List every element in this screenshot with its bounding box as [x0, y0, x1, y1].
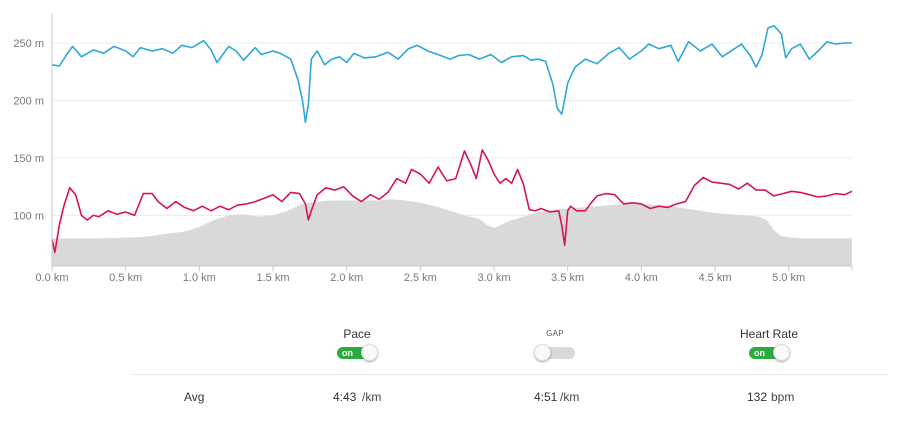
avg-label: Avg: [184, 390, 205, 404]
avg-row: Avg 4:43 /km 4:51 /km 132 bpm: [0, 388, 917, 406]
series-line-0: [51, 24, 852, 124]
heart-rate-control: Heart Rate on: [699, 325, 839, 366]
x-tick-label-9: 4.5 km: [698, 272, 731, 284]
x-tick-label-0: 0.0 km: [35, 272, 68, 284]
gap-control: GAP: [485, 325, 625, 366]
gap-label: GAP: [546, 329, 564, 338]
gap-toggle[interactable]: [534, 344, 575, 361]
avg-pace-value: 4:43: [333, 390, 357, 404]
series-line-1: [51, 149, 853, 253]
divider: [132, 374, 888, 375]
gap-toggle-knob: [534, 344, 551, 361]
grid: [52, 42, 852, 216]
pace-control: Pace on: [287, 325, 427, 366]
chart: 100 m 150 m 200 m 250 m 0.0 km 0.5 km 1.0 km 1.…: [13, 14, 853, 284]
pace-toggle-knob: [361, 344, 378, 361]
heart-rate-toggle[interactable]: on: [749, 344, 790, 361]
avg-hr-value: 132: [747, 390, 768, 404]
elevation-area-layer: [52, 199, 852, 266]
x-tick-label-5: 2.5 km: [404, 272, 437, 284]
pace-label: Pace: [343, 327, 371, 341]
axes: 100 m 150 m 200 m 250 m 0.0 km 0.5 km 1.0 km 1.…: [13, 14, 853, 284]
heart-rate-toggle-knob: [773, 344, 790, 361]
y-tick-label-3: 250 m: [13, 38, 44, 50]
y-tick-label-1: 150 m: [13, 153, 44, 165]
x-tick-label-8: 4.0 km: [625, 272, 658, 284]
y-tick-label-0: 100 m: [13, 210, 44, 222]
x-tick-label-7: 3.5 km: [551, 272, 584, 284]
avg-gap-unit: /km: [560, 390, 580, 404]
pace-toggle-text: on: [342, 348, 353, 358]
x-tick-label-10: 5.0 km: [772, 272, 805, 284]
avg-gap-value: 4:51: [534, 390, 558, 404]
lines-layer: [51, 24, 853, 253]
x-tick-label-2: 1.0 km: [183, 272, 216, 284]
x-tick-label-1: 0.5 km: [109, 272, 142, 284]
elevation-area: [52, 199, 852, 266]
y-tick-label-2: 200 m: [13, 95, 44, 107]
heart-rate-label: Heart Rate: [739, 327, 799, 341]
avg-pace-unit: /km: [362, 390, 382, 404]
pace-toggle[interactable]: on: [337, 344, 378, 361]
x-tick-label-6: 3.0 km: [477, 272, 510, 284]
x-tick-label-4: 2.0 km: [330, 272, 363, 284]
x-tick-label-3: 1.5 km: [256, 272, 289, 284]
metric-toggles: Pace on GAP Heart Rate on: [0, 325, 917, 375]
heart-rate-toggle-text: on: [754, 348, 765, 358]
avg-hr-unit: bpm: [771, 390, 795, 404]
